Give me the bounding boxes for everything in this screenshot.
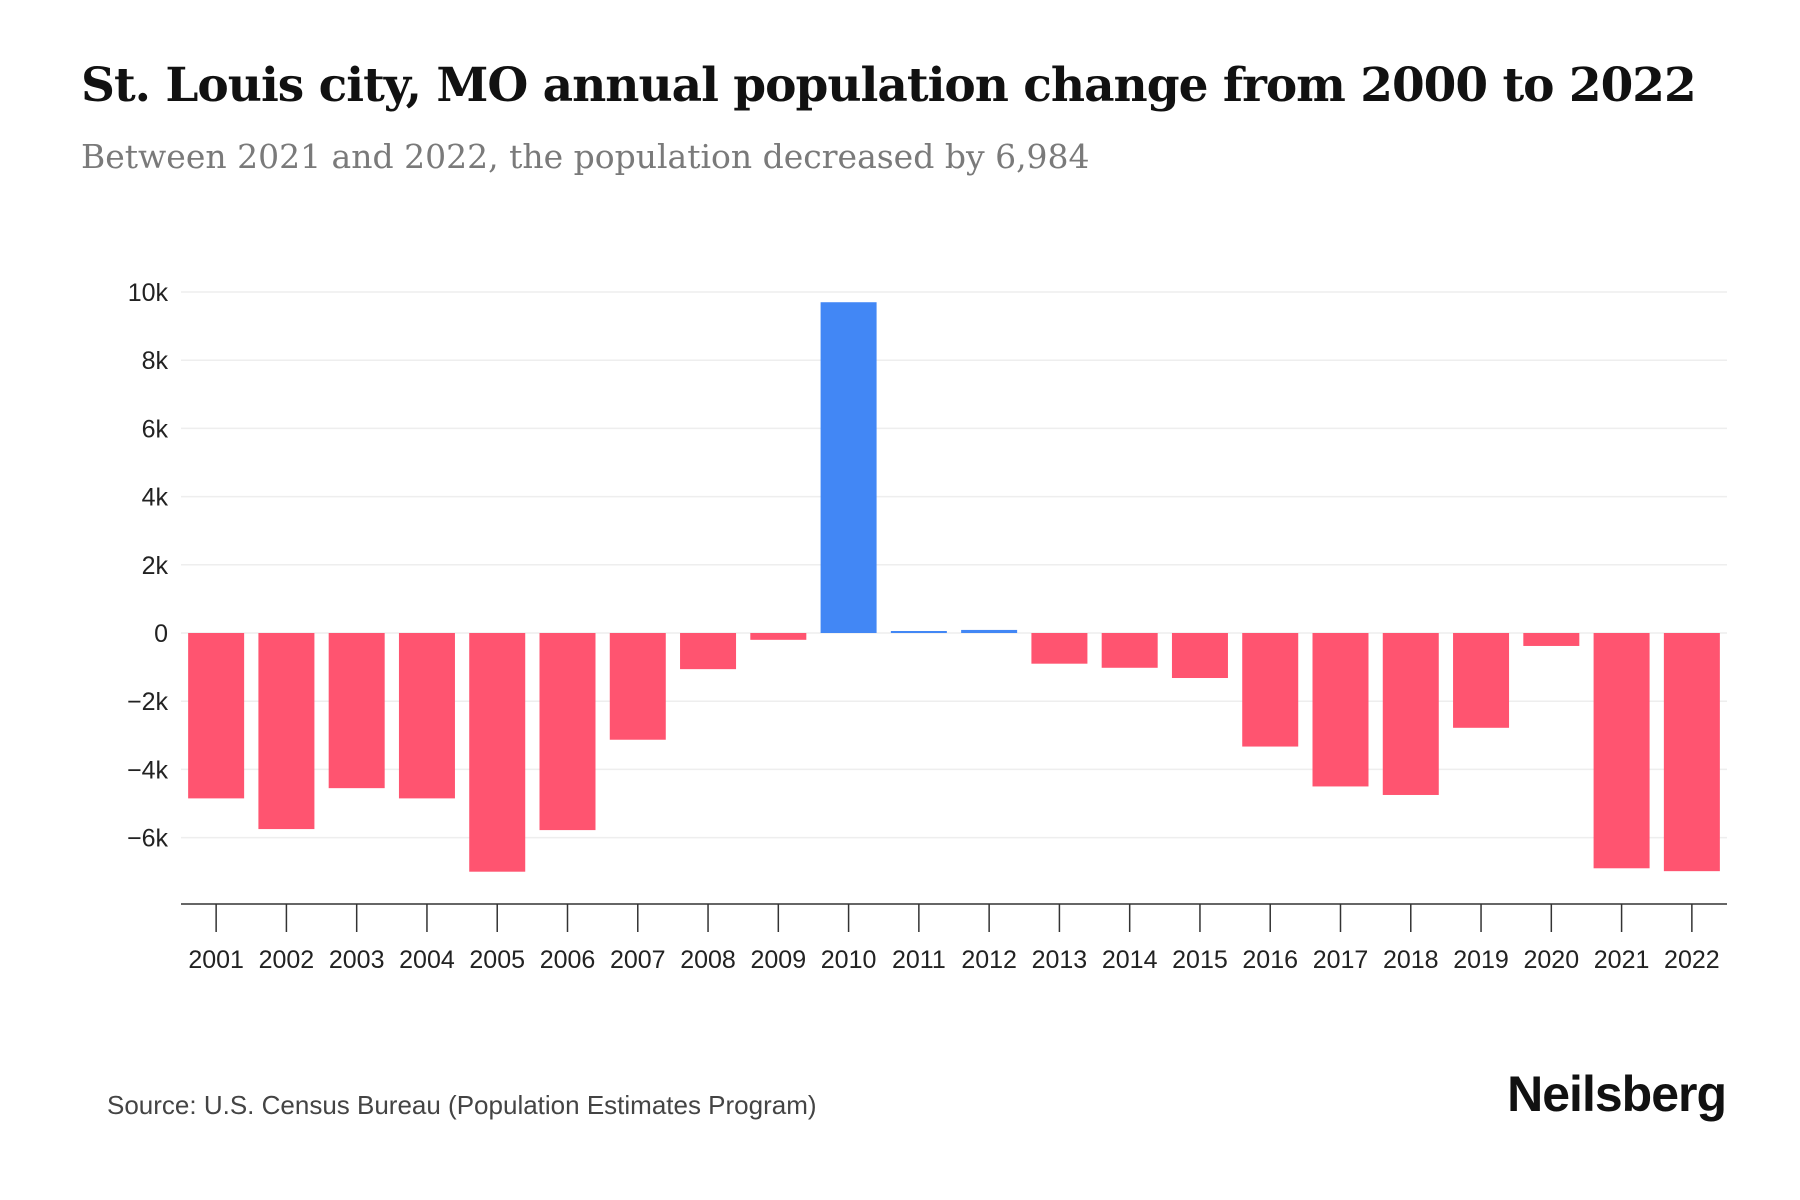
bar-2021 (1593, 633, 1650, 869)
bar-2003 (328, 633, 385, 789)
chart-title: St. Louis city, MO annual population cha… (81, 58, 1697, 113)
x-tick-label: 2010 (821, 946, 877, 974)
bars (188, 302, 1720, 872)
bar-2020 (1523, 633, 1580, 646)
y-tick-label: 8k (142, 347, 169, 375)
y-tick-label: 2k (142, 552, 169, 580)
x-tick-label: 2014 (1102, 946, 1158, 974)
bar-2006 (539, 633, 596, 831)
x-tick-label: 2018 (1383, 946, 1439, 974)
x-tick-label: 2013 (1032, 946, 1088, 974)
bar-2005 (469, 633, 526, 872)
x-tick-label: 2004 (399, 946, 455, 974)
chart-subtitle: Between 2021 and 2022, the population de… (81, 137, 1090, 176)
bar-2009 (750, 633, 807, 640)
y-tick-label: 10k (128, 279, 169, 307)
bar-2022 (1663, 633, 1720, 872)
x-tick-label: 2022 (1664, 946, 1720, 974)
x-tick-label: 2021 (1594, 946, 1650, 974)
bar-2002 (258, 633, 315, 830)
x-tick-label: 2002 (259, 946, 315, 974)
x-tick-label: 2005 (469, 946, 525, 974)
x-tick-label: 2020 (1524, 946, 1580, 974)
y-tick-label: −2k (127, 688, 169, 716)
x-axis: 2001 2002 2003 2004 2005 2006 2007 2008 2009 2010… (181, 903, 1727, 974)
x-tick-label: 2017 (1313, 946, 1369, 974)
brand-logo: Neilsberg (1507, 1066, 1727, 1122)
x-tick-label: 2001 (188, 946, 244, 974)
y-tick-label: −6k (127, 825, 169, 853)
bar-2018 (1382, 633, 1439, 795)
bar-2001 (188, 633, 245, 799)
y-tick-label: −4k (127, 756, 169, 784)
x-tick-label: 2007 (610, 946, 666, 974)
y-tick-label: 0 (154, 620, 168, 648)
y-axis-tick-labels: 10k 8k 6k 4k 2k 0 −2k −4k −6k (127, 279, 169, 853)
bar-2016 (1242, 633, 1299, 747)
bar-2013 (1031, 633, 1088, 664)
y-tick-label: 6k (142, 415, 169, 443)
bar-2011 (890, 631, 947, 633)
bar-2004 (398, 633, 455, 799)
bar-2007 (609, 633, 666, 740)
x-tick-label: 2012 (961, 946, 1017, 974)
x-tick-label: 2016 (1242, 946, 1298, 974)
source-note: Source: U.S. Census Bureau (Population E… (107, 1090, 817, 1120)
bar-2008 (680, 633, 737, 670)
x-tick-label: 2019 (1453, 946, 1509, 974)
bar-2017 (1312, 633, 1369, 787)
x-tick-label: 2003 (329, 946, 385, 974)
x-tick-label: 2009 (751, 946, 807, 974)
bar-2014 (1101, 633, 1158, 668)
bar-2010 (820, 302, 877, 633)
x-tick-label: 2015 (1172, 946, 1228, 974)
x-tick-label: 2011 (892, 946, 946, 974)
bar-2019 (1453, 633, 1510, 728)
y-tick-label: 4k (142, 484, 169, 512)
bar-2012 (961, 629, 1018, 633)
x-tick-label: 2008 (680, 946, 736, 974)
x-tick-label: 2006 (540, 946, 596, 974)
bar-2015 (1171, 633, 1228, 679)
